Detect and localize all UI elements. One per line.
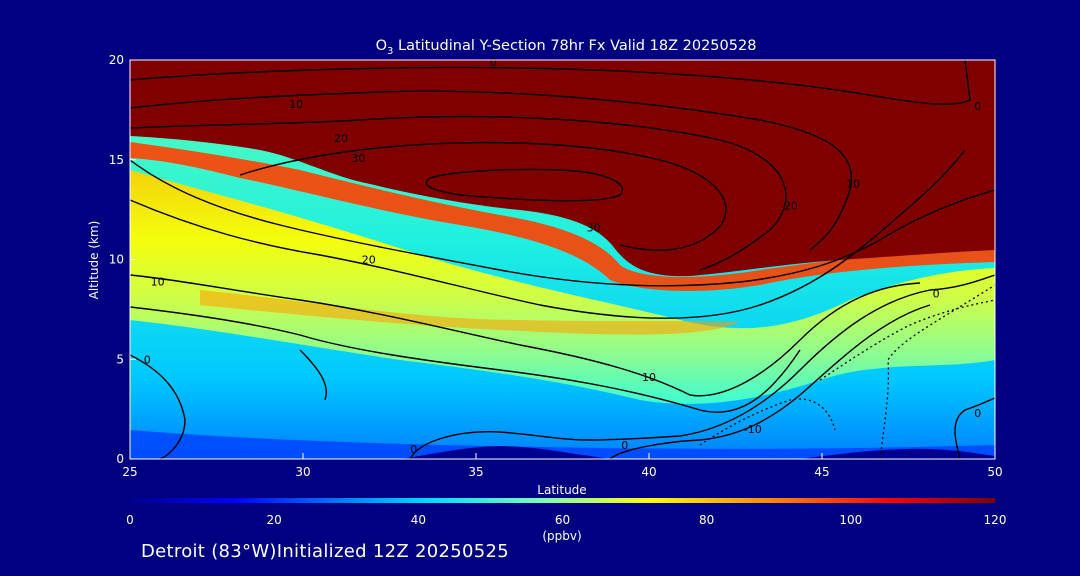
- footer-location-init: Detroit (83°W)Initialized 12Z 20250525: [141, 541, 509, 562]
- colorbar-tick-label: 0: [126, 513, 134, 527]
- x-tick-label: 30: [295, 465, 310, 479]
- colorbar-tick-label: 20: [267, 513, 282, 527]
- chart-title: O3 Latitudinal Y-Section 78hr Fx Valid 1…: [376, 38, 757, 57]
- terrain-dark-blue: [400, 446, 995, 459]
- colorbar-tick-label: 100: [839, 513, 862, 527]
- contour-label: 20: [334, 132, 348, 145]
- surface-blue-layer: [130, 430, 995, 459]
- colorbar-tick-label: 40: [411, 513, 426, 527]
- contour-line: [130, 115, 787, 271]
- y-axis: 0 5 10 15 20: [109, 53, 136, 466]
- colorbar-tick-label: 80: [699, 513, 714, 527]
- y-tick-label: 20: [109, 53, 124, 67]
- contour-line: [130, 306, 801, 413]
- contour-label: 20: [362, 254, 376, 267]
- contour-line: [954, 397, 995, 459]
- colorbar-tick-label: 60: [555, 513, 570, 527]
- x-tick-label: 25: [122, 465, 137, 479]
- tropopause-transition: [130, 142, 995, 292]
- contour-label: 0: [933, 287, 940, 300]
- contour-line: [130, 149, 966, 319]
- contour-line-negative: [819, 299, 995, 381]
- ozone-orange-band: [200, 290, 740, 335]
- title-species: O: [376, 38, 387, 54]
- contour-line: [425, 168, 624, 202]
- x-tick-label: 40: [641, 465, 656, 479]
- contour-label: 10: [289, 98, 303, 111]
- contour-label: 0: [490, 56, 497, 69]
- ozone-concentration-field: [130, 60, 995, 459]
- negative-contour-lines: [699, 284, 995, 459]
- contour-line: [239, 141, 727, 251]
- contour-label: 10: [151, 275, 165, 288]
- y-tick-label: 10: [109, 253, 124, 267]
- x-tick-label: 50: [987, 465, 1002, 479]
- contour-label: 10: [642, 371, 656, 384]
- contour-label: 0: [974, 100, 981, 113]
- x-tick-label: 35: [468, 465, 483, 479]
- contour-label: 0: [621, 439, 628, 452]
- contour-label: 0: [410, 443, 417, 456]
- colorbar: [130, 498, 995, 503]
- contour-label: 30: [351, 152, 365, 165]
- contour-label: -10: [744, 423, 762, 436]
- colorbar-ticks: 0 20 40 60 80 100 120: [126, 513, 1006, 527]
- contour-line: [409, 274, 995, 459]
- contour-line: [130, 354, 186, 459]
- contour-line: [130, 159, 995, 287]
- contour-line: [130, 274, 921, 397]
- title-rest: Latitudinal Y-Section 78hr Fx Valid 18Z …: [393, 38, 756, 54]
- y-axis-label: Altitude (km): [87, 221, 101, 300]
- x-axis-label: Latitude: [537, 483, 586, 497]
- y-tick-label: 5: [116, 352, 124, 366]
- contour-label: 20: [784, 200, 798, 213]
- y-tick-label: 0: [116, 452, 124, 466]
- contour-lines: [130, 60, 995, 459]
- title-species-subscript: 3: [387, 46, 393, 57]
- contour-line: [609, 304, 931, 459]
- y-tick-label: 15: [109, 153, 124, 167]
- x-tick-label: 45: [814, 465, 829, 479]
- contour-line-negative: [699, 398, 836, 446]
- stratosphere-high-ozone: [130, 60, 995, 277]
- contour-label: 30: [587, 222, 601, 235]
- contour-line-negative: [879, 284, 995, 459]
- colorbar-units-label: (ppbv): [542, 529, 581, 543]
- mid-troposphere-band: [130, 170, 995, 404]
- contour-label: 0: [144, 353, 151, 366]
- colorbar-tick-label: 120: [984, 513, 1007, 527]
- contour-line: [299, 349, 327, 401]
- contour-label: 0: [974, 407, 981, 420]
- x-axis: 25 30 35 40 45 50: [122, 453, 1003, 479]
- contour-line: [130, 90, 853, 251]
- contour-line: [130, 60, 971, 105]
- contour-label: 10: [846, 178, 860, 191]
